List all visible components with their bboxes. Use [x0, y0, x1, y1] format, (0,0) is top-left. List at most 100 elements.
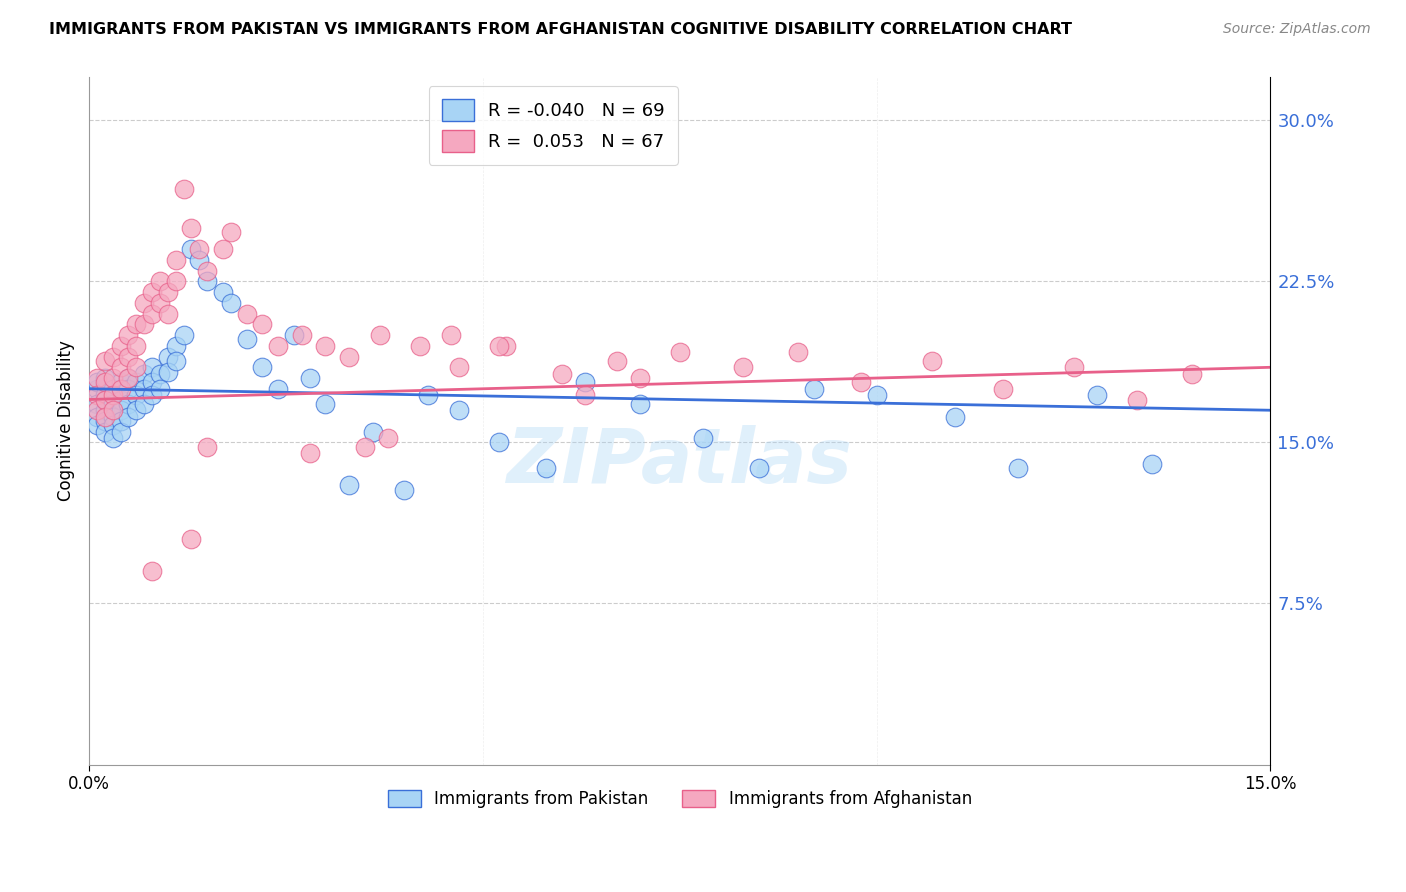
Point [134, 382, 156, 396]
Point [212, 285, 235, 300]
Point [101, 409, 124, 424]
Point [165, 354, 187, 368]
Point [141, 564, 163, 578]
Point [235, 307, 257, 321]
Point [731, 360, 754, 375]
Point [94, 354, 117, 368]
Point [488, 339, 510, 353]
Point [141, 307, 163, 321]
Point [125, 376, 148, 390]
Point [1125, 392, 1147, 407]
Point [141, 285, 163, 300]
Point [86, 371, 108, 385]
Point [188, 242, 211, 256]
Text: IMMIGRANTS FROM PAKISTAN VS IMMIGRANTS FROM AFGHANISTAN COGNITIVE DISABILITY COR: IMMIGRANTS FROM PAKISTAN VS IMMIGRANTS F… [49, 22, 1073, 37]
Point [628, 397, 651, 411]
Point [86, 418, 108, 433]
Point [101, 431, 124, 445]
Point [495, 339, 517, 353]
Point [156, 365, 179, 379]
Point [337, 350, 360, 364]
Point [86, 382, 108, 396]
Point [117, 409, 139, 424]
Point [86, 397, 108, 411]
Point [298, 371, 321, 385]
Point [101, 371, 124, 385]
Point [134, 367, 156, 381]
Point [110, 403, 132, 417]
Point [156, 350, 179, 364]
Point [235, 332, 257, 346]
Point [291, 328, 314, 343]
Point [921, 354, 943, 368]
Point [141, 388, 163, 402]
Point [134, 318, 156, 332]
Point [94, 392, 117, 407]
Point [392, 483, 415, 497]
Point [866, 388, 889, 402]
Point [165, 252, 187, 267]
Point [94, 388, 117, 402]
Point [440, 328, 463, 343]
Point [1063, 360, 1085, 375]
Point [86, 388, 108, 402]
Point [117, 328, 139, 343]
Point [94, 371, 117, 385]
Point [219, 225, 242, 239]
Point [1085, 388, 1108, 402]
Point [252, 318, 274, 332]
Point [94, 403, 117, 417]
Point [110, 414, 132, 428]
Point [94, 392, 117, 407]
Point [416, 388, 439, 402]
Point [534, 461, 557, 475]
Point [156, 285, 179, 300]
Point [991, 382, 1014, 396]
Point [110, 339, 132, 353]
Point [188, 252, 211, 267]
Point [125, 388, 148, 402]
Point [353, 440, 375, 454]
Point [165, 339, 187, 353]
Point [125, 360, 148, 375]
Point [101, 350, 124, 364]
Point [101, 403, 124, 417]
Legend: Immigrants from Pakistan, Immigrants from Afghanistan: Immigrants from Pakistan, Immigrants fro… [381, 783, 979, 814]
Point [550, 367, 572, 381]
Point [125, 318, 148, 332]
Point [117, 397, 139, 411]
Point [134, 296, 156, 310]
Point [149, 274, 172, 288]
Point [449, 403, 471, 417]
Point [149, 382, 172, 396]
Point [86, 376, 108, 390]
Point [628, 371, 651, 385]
Point [849, 376, 872, 390]
Point [94, 376, 117, 390]
Point [180, 242, 202, 256]
Point [156, 307, 179, 321]
Point [574, 388, 596, 402]
Point [134, 397, 156, 411]
Point [110, 392, 132, 407]
Point [94, 414, 117, 428]
Point [747, 461, 769, 475]
Point [488, 435, 510, 450]
Point [337, 478, 360, 492]
Point [180, 532, 202, 546]
Point [101, 418, 124, 433]
Point [101, 388, 124, 402]
Point [101, 397, 124, 411]
Point [110, 425, 132, 439]
Point [117, 371, 139, 385]
Text: Source: ZipAtlas.com: Source: ZipAtlas.com [1223, 22, 1371, 37]
Point [409, 339, 432, 353]
Point [668, 345, 690, 359]
Point [361, 425, 384, 439]
Point [195, 440, 218, 454]
Point [377, 431, 399, 445]
Point [110, 382, 132, 396]
Point [195, 274, 218, 288]
Point [606, 354, 628, 368]
Point [786, 345, 808, 359]
